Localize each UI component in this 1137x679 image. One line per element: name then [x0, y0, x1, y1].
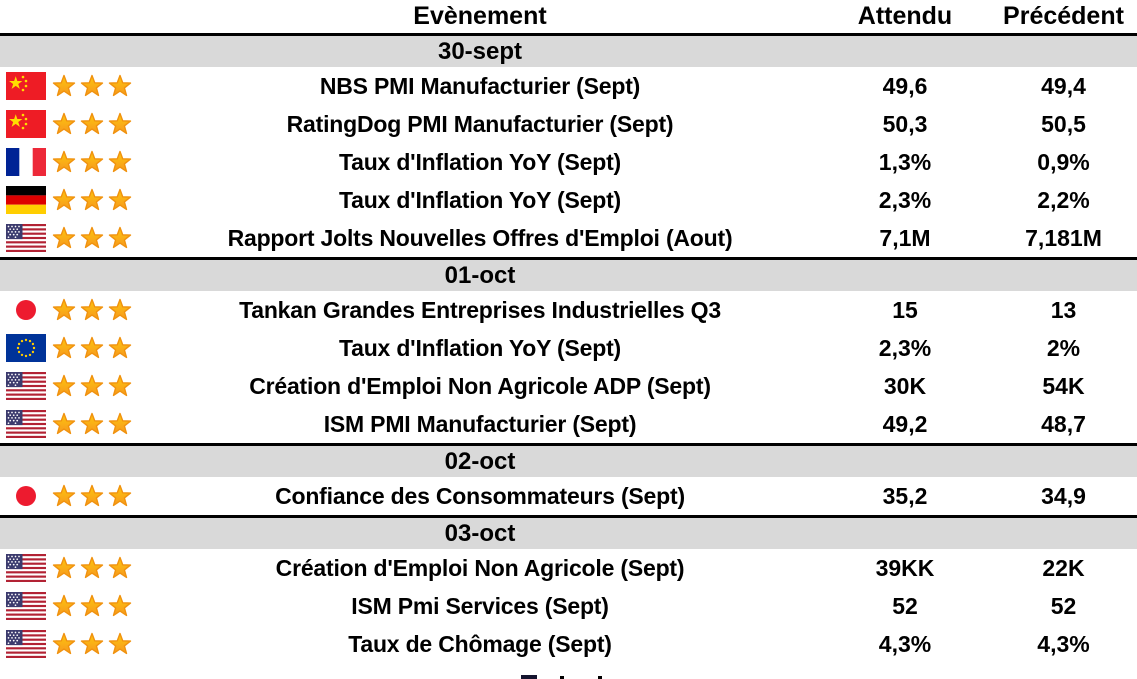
- event-row: Création d'Emploi Non Agricole ADP (Sept…: [0, 367, 1137, 405]
- importance-stars: [52, 411, 134, 437]
- event-name: Tankan Grandes Entreprises Industrielles…: [239, 296, 721, 323]
- previous-column-header: Précédent: [1003, 2, 1124, 30]
- flag-china-icon: ★: [6, 110, 46, 138]
- flag-usa-icon: [6, 592, 46, 620]
- previous-value: 22K: [1042, 554, 1085, 581]
- importance-stars: [52, 593, 134, 619]
- previous-value: 50,5: [1041, 110, 1086, 137]
- previous-value: 7,181M: [1025, 224, 1102, 251]
- importance-stars: [52, 297, 134, 323]
- event-row: ★ NBS PMI Manufacturier (Sept) 49,6 49,4: [0, 67, 1137, 105]
- flag-japan-icon: [6, 482, 46, 510]
- event-name: NBS PMI Manufacturier (Sept): [319, 72, 641, 99]
- importance-stars: [52, 149, 134, 175]
- event-name: Rapport Jolts Nouvelles Offres d'Emploi …: [227, 224, 733, 251]
- expected-value: 35,2: [882, 482, 928, 509]
- flag-japan-icon: [6, 296, 46, 324]
- event-name: Confiance des Consommateurs (Sept): [275, 482, 685, 509]
- flag-eu-icon: [6, 334, 46, 362]
- expected-value: 49,2: [882, 410, 928, 437]
- event-row: Taux de Chômage (Sept) 4,3% 4,3%: [0, 625, 1137, 663]
- previous-value: 48,7: [1041, 410, 1086, 437]
- flag-usa-icon: [6, 410, 46, 438]
- event-row: ★ RatingDog PMI Manufacturier (Sept) 50,…: [0, 105, 1137, 143]
- previous-value: 0,9%: [1037, 148, 1090, 175]
- event-row: Taux d'Inflation YoY (Sept) 1,3% 0,9%: [0, 143, 1137, 181]
- expected-value: 49,6: [882, 72, 928, 99]
- event-row: Confiance des Consommateurs (Sept) 35,2 …: [0, 477, 1137, 515]
- event-row: Rapport Jolts Nouvelles Offres d'Emploi …: [0, 219, 1137, 257]
- table-body: 30-sept ★ NBS PMI Manufacturier (Sept) 4…: [0, 33, 1137, 663]
- flag-france-icon: [6, 148, 46, 176]
- flag-china-icon: ★: [6, 72, 46, 100]
- expected-value: 39KK: [875, 554, 935, 581]
- clipped-next-row: [0, 675, 1137, 679]
- section-date-band: 30-sept: [0, 33, 1137, 67]
- previous-value: 34,9: [1041, 482, 1086, 509]
- event-row: Taux d'Inflation YoY (Sept) 2,3% 2,2%: [0, 181, 1137, 219]
- previous-value: 2,2%: [1037, 186, 1090, 213]
- importance-stars: [52, 335, 134, 361]
- expected-value: 7,1M: [879, 224, 931, 251]
- event-name: RatingDog PMI Manufacturier (Sept): [286, 110, 674, 137]
- event-row: ISM PMI Manufacturier (Sept) 49,2 48,7: [0, 405, 1137, 443]
- expected-value: 2,3%: [878, 334, 932, 361]
- previous-value: 52: [1050, 592, 1077, 619]
- importance-stars: [52, 187, 134, 213]
- svg-text:★: ★: [9, 113, 23, 130]
- flag-usa-icon: [6, 554, 46, 582]
- event-column-header: Evènement: [413, 2, 547, 30]
- section-date-band: 01-oct: [0, 257, 1137, 291]
- importance-stars: [52, 225, 134, 251]
- clipped-glyph: [560, 676, 564, 679]
- event-name: Création d'Emploi Non Agricole (Sept): [275, 554, 685, 581]
- importance-stars: [52, 111, 134, 137]
- expected-value: 15: [892, 296, 918, 323]
- event-name: ISM Pmi Services (Sept): [351, 592, 609, 619]
- expected-value: 30K: [883, 372, 927, 399]
- section-date-band: 03-oct: [0, 515, 1137, 549]
- expected-column-header: Attendu: [857, 2, 953, 30]
- expected-value: 50,3: [882, 110, 928, 137]
- previous-value: 4,3%: [1037, 630, 1090, 657]
- section-date-band: 02-oct: [0, 443, 1137, 477]
- flag-usa-icon: [6, 630, 46, 658]
- event-name: Taux d'Inflation YoY (Sept): [338, 334, 622, 361]
- table-header-row: Evènement Attendu Précédent: [0, 0, 1137, 33]
- previous-value: 13: [1050, 296, 1077, 323]
- clipped-glyph: [521, 675, 537, 679]
- expected-value: 2,3%: [878, 186, 932, 213]
- event-name: ISM PMI Manufacturier (Sept): [323, 410, 637, 437]
- previous-value: 54K: [1042, 372, 1085, 399]
- event-name: Taux de Chômage (Sept): [348, 630, 612, 657]
- flag-usa-icon: [6, 224, 46, 252]
- event-row: Taux d'Inflation YoY (Sept) 2,3% 2%: [0, 329, 1137, 367]
- event-row: ISM Pmi Services (Sept) 52 52: [0, 587, 1137, 625]
- importance-stars: [52, 73, 134, 99]
- importance-stars: [52, 631, 134, 657]
- flag-germany-icon: [6, 186, 46, 214]
- flag-usa-icon: [6, 372, 46, 400]
- event-name: Taux d'Inflation YoY (Sept): [338, 148, 622, 175]
- expected-value: 4,3%: [878, 630, 932, 657]
- event-row: Création d'Emploi Non Agricole (Sept) 39…: [0, 549, 1137, 587]
- importance-stars: [52, 483, 134, 509]
- expected-value: 1,3%: [878, 148, 932, 175]
- section-date: 03-oct: [444, 519, 516, 547]
- previous-value: 49,4: [1041, 72, 1086, 99]
- section-date: 30-sept: [437, 37, 523, 65]
- event-name: Création d'Emploi Non Agricole ADP (Sept…: [249, 372, 711, 399]
- previous-value: 2%: [1046, 334, 1081, 361]
- clipped-glyph: [598, 676, 602, 679]
- section-date: 01-oct: [444, 261, 516, 289]
- event-row: Tankan Grandes Entreprises Industrielles…: [0, 291, 1137, 329]
- section-date: 02-oct: [444, 447, 516, 475]
- event-name: Taux d'Inflation YoY (Sept): [338, 186, 622, 213]
- svg-text:★: ★: [9, 75, 23, 92]
- importance-stars: [52, 373, 134, 399]
- importance-stars: [52, 555, 134, 581]
- expected-value: 52: [892, 592, 918, 619]
